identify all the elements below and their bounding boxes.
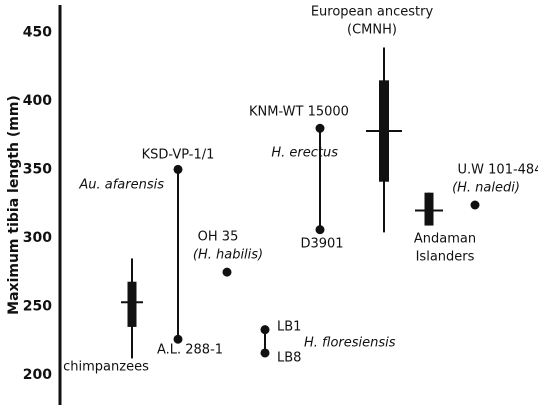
taxon-label: Au. afarensis [78,178,164,193]
y-tick-label: 250 [23,298,52,314]
specimen-point [173,334,183,344]
specimen-point [315,225,325,235]
specimen-point [470,200,480,210]
specimen-label: D3901 [300,237,343,252]
specimen-label: OH 35 [198,230,239,245]
group-label: Islanders [416,250,475,265]
specimen-label: KNM-WT 15000 [249,105,349,120]
group-label: chimpanzees [63,360,149,375]
taxon-label: (H. naledi) [452,181,520,196]
specimen-label: KSD-VP-1/1 [142,148,215,163]
taxon-label: H. floresiensis [304,336,396,351]
specimen-point [260,325,270,335]
y-tick-label: 200 [23,367,52,383]
taxon-label: (H. habilis) [193,248,263,263]
box [424,192,434,226]
specimen-label: U.W 101-484 [458,163,538,178]
y-tick-label: 450 [23,24,52,40]
specimen-point [260,348,270,358]
group-label: (CMNH) [347,23,397,38]
group-label: European ancestry [311,5,434,20]
y-tick-label: 350 [23,161,52,177]
taxon-label: H. erectus [271,146,338,161]
specimen-label: A.L. 288-1 [157,343,223,358]
y-tick-label: 400 [23,93,52,109]
group-label: Andaman [414,232,476,247]
specimen-point [222,267,232,277]
specimen-point [173,164,183,174]
box [127,281,137,327]
y-axis-label: Maximum tibia length (mm) [6,95,22,315]
y-tick-label: 300 [23,230,52,246]
specimen-label: LB1 [277,320,301,335]
specimen-point [315,123,325,133]
specimen-label: LB8 [277,351,301,366]
